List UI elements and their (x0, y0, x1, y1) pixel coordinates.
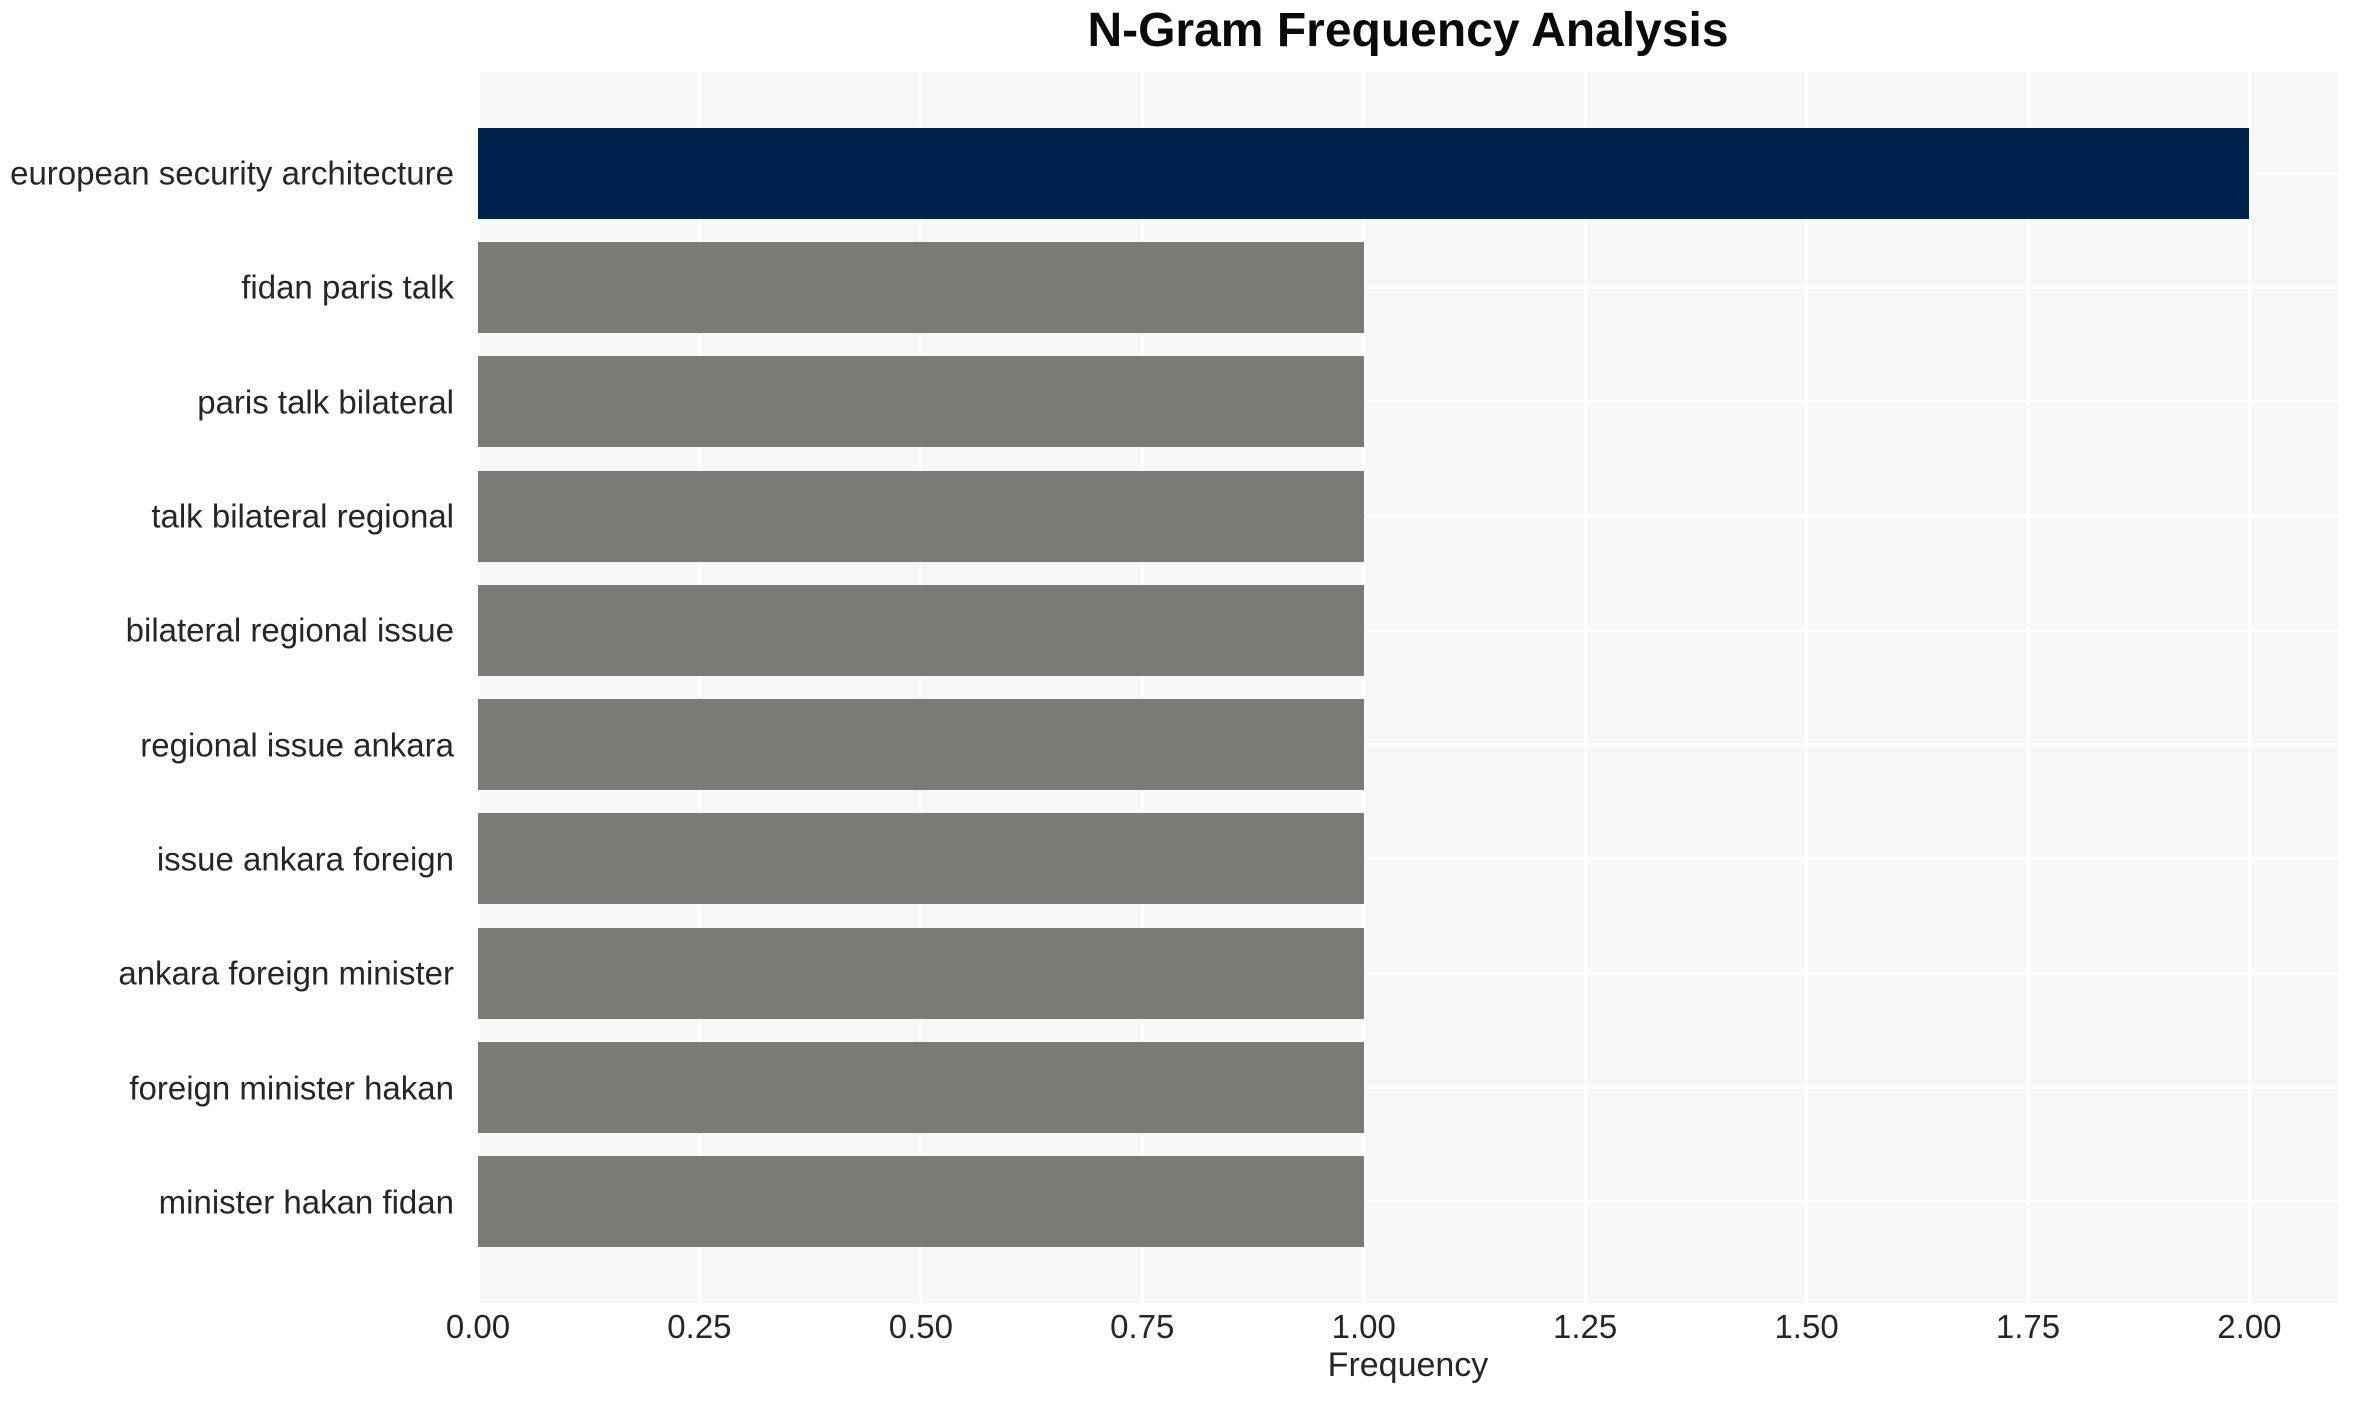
y-gridline (478, 743, 2338, 747)
bar (478, 699, 1364, 791)
x-tick-label: 0.75 (1110, 1308, 1175, 1345)
y-gridline (478, 285, 2338, 289)
x-gridline (1362, 72, 1366, 1303)
bar (478, 1156, 1364, 1248)
x-gridline (1583, 72, 1587, 1303)
bar (478, 1042, 1364, 1134)
bar (478, 927, 1364, 1019)
x-gridline (697, 72, 701, 1303)
y-category-label: fidan paris talk (241, 268, 454, 306)
x-tick-label: 2.00 (2217, 1308, 2282, 1345)
bar (478, 241, 1364, 333)
x-gridline (2026, 72, 2030, 1303)
x-gridline (1805, 72, 1809, 1303)
y-category-label: regional issue ankara (140, 726, 454, 764)
y-category-label: minister hakan fidan (158, 1183, 454, 1221)
x-tick-label: 0.50 (888, 1308, 953, 1345)
y-gridline (478, 628, 2338, 632)
y-category-label: bilateral regional issue (125, 611, 454, 649)
y-category-label: issue ankara foreign (156, 840, 454, 878)
y-category-label: paris talk bilateral (197, 383, 454, 421)
x-tick-label: 1.75 (1995, 1308, 2061, 1345)
y-gridline (478, 400, 2338, 404)
bar (478, 356, 1364, 448)
plot-area (476, 72, 2338, 1303)
y-category-label: ankara foreign minister (118, 954, 454, 992)
x-gridline (919, 72, 923, 1303)
x-tick-label: 0.00 (445, 1308, 511, 1345)
y-category-label: foreign minister hakan (129, 1069, 454, 1107)
y-category-label: european security architecture (10, 154, 454, 192)
y-gridline (478, 1200, 2338, 1204)
bar (478, 584, 1364, 676)
x-gridline (476, 72, 480, 1303)
bar (478, 813, 1364, 905)
x-tick-label: 0.25 (667, 1308, 732, 1345)
bar (478, 127, 2250, 219)
x-tick-label: 1.50 (1774, 1308, 1839, 1345)
x-axis-label: Frequency (1327, 1346, 1489, 1384)
x-gridline (2247, 72, 2251, 1303)
x-tick-label: 1.25 (1553, 1308, 1618, 1345)
y-gridline (478, 514, 2338, 518)
y-axis-labels: european security architecture fidan pari… (0, 0, 466, 1402)
x-axis-ticks: 0.00 0.25 0.50 0.75 1.00 1.25 1.50 1.75 2.00 (0, 1310, 2358, 1350)
x-gridline (1140, 72, 1144, 1303)
y-gridline (478, 1086, 2338, 1090)
y-gridline (478, 971, 2338, 975)
chart-title: N-Gram Frequency Analysis (1087, 4, 1729, 57)
y-gridline (478, 857, 2338, 861)
y-category-label: talk bilateral regional (151, 497, 454, 535)
x-tick-label: 1.00 (1331, 1308, 1396, 1345)
bar (478, 470, 1364, 562)
